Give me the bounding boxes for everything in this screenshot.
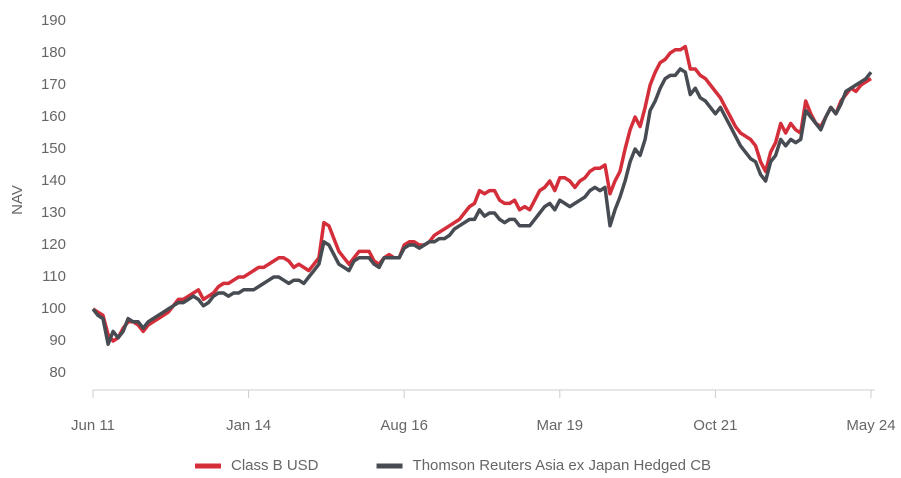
y-tick-label: 130	[41, 204, 66, 221]
y-tick-label: 120	[41, 236, 66, 253]
y-axis-label: NAV	[9, 185, 26, 215]
y-tick-label: 140	[41, 172, 66, 189]
y-tick-label: 80	[49, 364, 66, 381]
x-tick-label: May 24	[846, 417, 895, 434]
y-tick-label: 180	[41, 44, 66, 61]
y-tick-label: 150	[41, 140, 66, 157]
series-line	[91, 67, 873, 346]
y-tick-label: 170	[41, 76, 66, 93]
legend-label: Class B USD	[231, 457, 319, 474]
series-line	[92, 44, 872, 343]
x-tick-label: Mar 19	[536, 417, 583, 434]
y-tick-label: 160	[41, 108, 66, 125]
x-tick-label: Jun 11	[71, 417, 115, 434]
x-tick-label: Jan 14	[226, 417, 271, 434]
y-tick-label: 190	[41, 12, 66, 29]
x-tick-label: Oct 21	[693, 417, 737, 434]
y-tick-label: 100	[41, 300, 66, 317]
legend-label: Thomson Reuters Asia ex Japan Hedged CB	[413, 457, 712, 474]
y-tick-label: 110	[42, 268, 66, 285]
x-tick-label: Aug 16	[380, 417, 428, 434]
y-tick-label: 90	[49, 332, 66, 349]
